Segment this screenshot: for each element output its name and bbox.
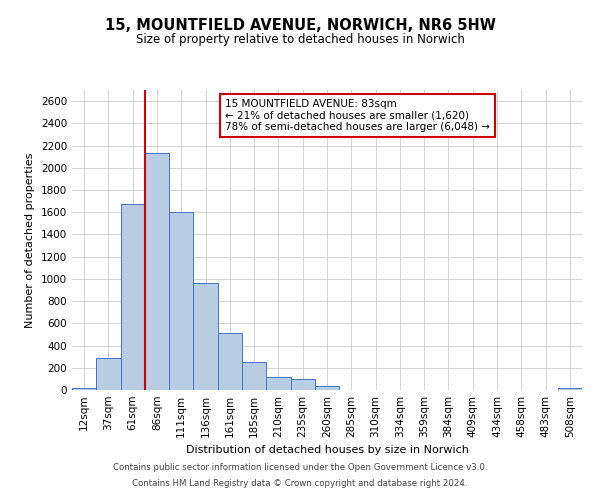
Bar bbox=[315, 386, 339, 390]
Bar bbox=[266, 376, 290, 390]
Bar bbox=[169, 212, 193, 390]
Bar bbox=[218, 334, 242, 390]
Bar bbox=[96, 358, 121, 390]
Bar bbox=[558, 388, 582, 390]
Bar bbox=[290, 380, 315, 390]
Text: Size of property relative to detached houses in Norwich: Size of property relative to detached ho… bbox=[136, 32, 464, 46]
Bar bbox=[145, 154, 169, 390]
Bar bbox=[121, 204, 145, 390]
Text: Contains HM Land Registry data © Crown copyright and database right 2024.: Contains HM Land Registry data © Crown c… bbox=[132, 478, 468, 488]
X-axis label: Distribution of detached houses by size in Norwich: Distribution of detached houses by size … bbox=[185, 446, 469, 456]
Text: Contains public sector information licensed under the Open Government Licence v3: Contains public sector information licen… bbox=[113, 464, 487, 472]
Bar bbox=[242, 362, 266, 390]
Text: 15 MOUNTFIELD AVENUE: 83sqm
← 21% of detached houses are smaller (1,620)
78% of : 15 MOUNTFIELD AVENUE: 83sqm ← 21% of det… bbox=[225, 99, 490, 132]
Bar bbox=[72, 388, 96, 390]
Y-axis label: Number of detached properties: Number of detached properties bbox=[25, 152, 35, 328]
Bar bbox=[193, 284, 218, 390]
Text: 15, MOUNTFIELD AVENUE, NORWICH, NR6 5HW: 15, MOUNTFIELD AVENUE, NORWICH, NR6 5HW bbox=[104, 18, 496, 32]
